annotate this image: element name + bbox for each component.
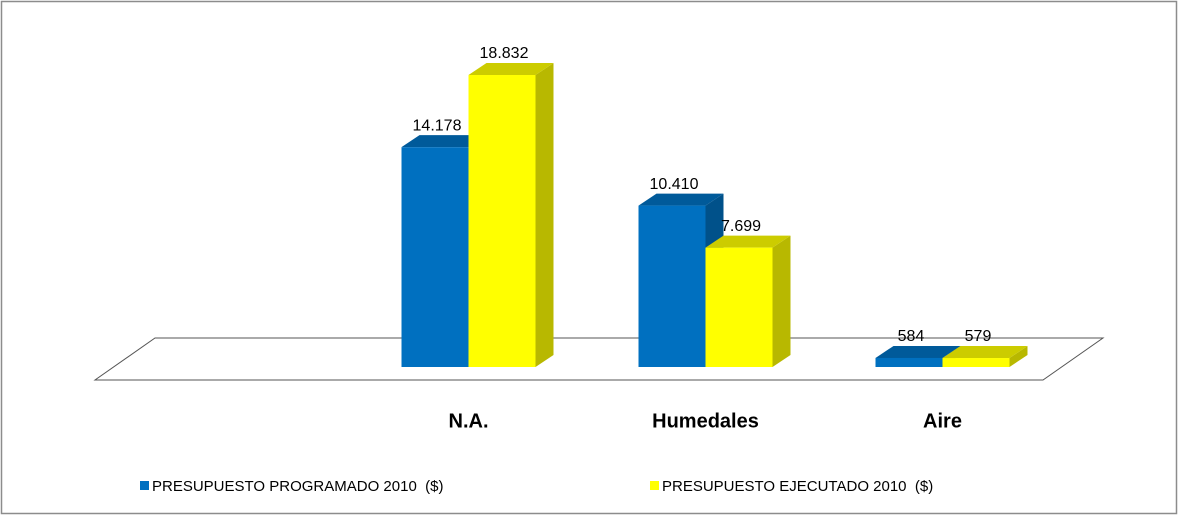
bar-front	[705, 247, 773, 367]
bar	[705, 235, 791, 367]
bar-front	[401, 147, 469, 367]
bar-side	[535, 63, 554, 367]
legend-swatch	[650, 481, 659, 490]
value-label: 14.178	[413, 117, 462, 134]
bar-top	[705, 235, 791, 248]
value-label: 584	[898, 328, 925, 345]
floor	[93, 337, 1105, 381]
x-tick-label: Aire	[923, 410, 962, 432]
bar-top	[401, 135, 487, 148]
value-label: 579	[965, 328, 992, 345]
bar	[942, 346, 1028, 367]
value-label: 7.699	[721, 218, 761, 235]
bar-top	[875, 345, 961, 358]
bar-top	[638, 193, 724, 206]
bar-side	[772, 235, 791, 367]
value-label: 18.832	[480, 45, 529, 62]
bar-front	[638, 205, 706, 367]
bar-front	[468, 75, 536, 367]
legend-label: PRESUPUESTO PROGRAMADO 2010 ($)	[152, 478, 443, 495]
bar-side	[1009, 346, 1028, 367]
bar-front	[942, 358, 1010, 367]
bar-front	[875, 357, 943, 367]
legend-label: PRESUPUESTO EJECUTADO 2010 ($)	[662, 478, 933, 495]
legend-swatch	[140, 481, 149, 490]
bar-top	[468, 63, 554, 75]
bar	[638, 193, 724, 367]
value-label: 10.410	[650, 176, 699, 193]
bar-top	[942, 346, 1028, 359]
bar	[468, 63, 554, 367]
x-tick-label: N.A.	[449, 410, 489, 432]
x-tick-label: Humedales	[652, 410, 759, 432]
